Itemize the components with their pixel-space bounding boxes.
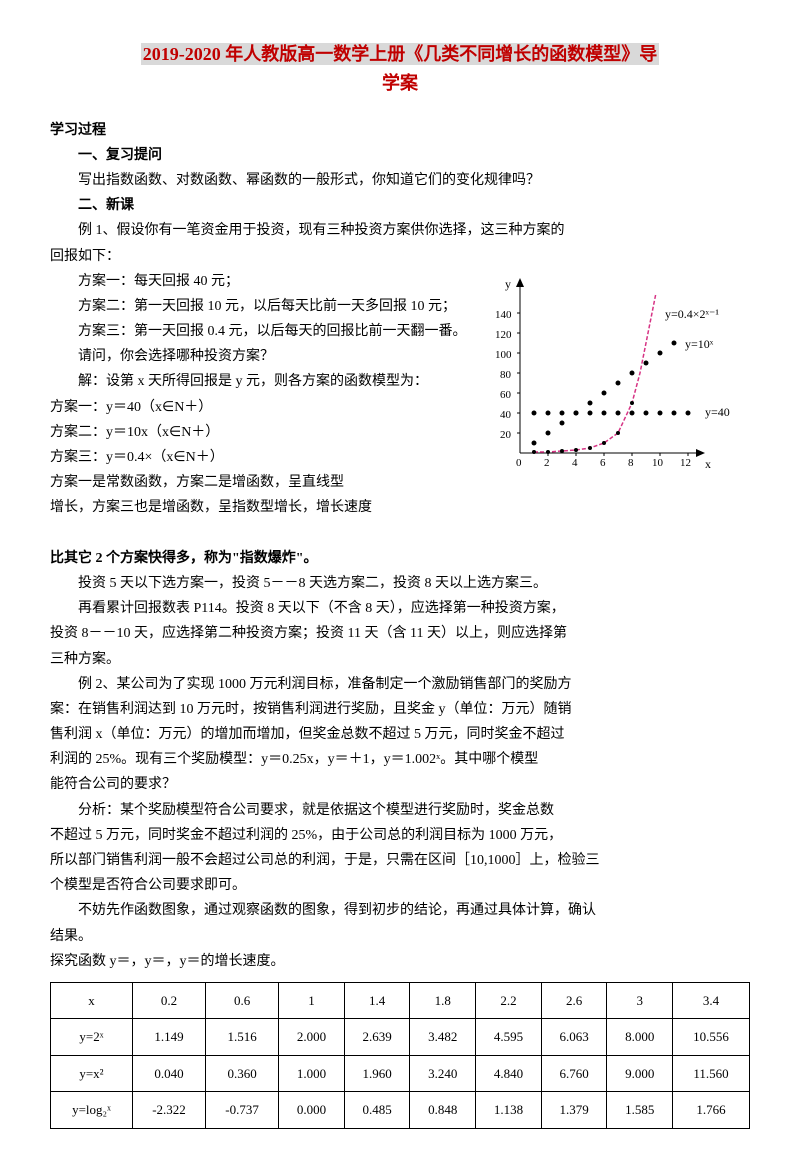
table-header-row: x 0.2 0.6 1 1.4 1.8 2.2 2.6 3 3.4 [51,982,750,1018]
cell: 1.960 [344,1055,410,1091]
section-review: 一、复习提问 [50,143,750,168]
x-axis-label: x [705,457,711,471]
th: 1.4 [344,982,410,1018]
ana4: 个模型是否符合公司要求即可。 [50,873,750,898]
ex2c: 售利润 x（单位：万元）的增加而增加，但奖金总数不超过 5 万元，同时奖金不超过 [50,722,750,747]
th: x [51,982,133,1018]
explore: 探究函数 y＝，y＝，y＝的增长速度。 [50,949,750,974]
cell: 3.240 [410,1055,476,1091]
svg-text:0: 0 [516,457,522,469]
cell: 4.840 [476,1055,542,1091]
review-text: 写出指数函数、对数函数、幂函数的一般形式，你知道它们的变化规律吗？ [50,168,750,193]
row-label: y=log₂ˣ [51,1092,133,1128]
svg-text:60: 60 [500,389,512,401]
ana5: 不妨先作函数图象，通过观察函数的图象，得到初步的结论，再通过具体计算，确认 [50,898,750,923]
th: 0.6 [206,982,279,1018]
th: 1.8 [410,982,476,1018]
cell: 9.000 [607,1055,673,1091]
cell: 3.482 [410,1019,476,1055]
svg-text:12: 12 [680,457,691,469]
para2d: 三种方案。 [50,647,750,672]
section-new: 二、新课 [50,193,750,218]
ana2: 不超过 5 万元，同时奖金不超过利润的 25%，由于公司总的利润目标为 1000… [50,823,750,848]
svg-text:80: 80 [500,369,512,381]
row-label: y=2ˣ [51,1019,133,1055]
title-line1: 2019-2020 年人教版高一数学上册《几类不同增长的函数模型》导 [141,43,660,65]
ex2e: 能符合公司的要求？ [50,772,750,797]
th: 3 [607,982,673,1018]
cell: 0.360 [206,1055,279,1091]
cell: 6.760 [541,1055,607,1091]
cell: 0.040 [132,1055,205,1091]
growth-table: x 0.2 0.6 1 1.4 1.8 2.2 2.6 3 3.4 y=2ˣ 1… [50,982,750,1129]
table-row: y=2ˣ 1.149 1.516 2.000 2.639 3.482 4.595… [51,1019,750,1055]
th: 1 [279,982,345,1018]
ana1: 分析：某个奖励模型符合公司要求，就是依据这个模型进行奖励时，奖金总数 [50,798,750,823]
para2a: 投资 5 天以下选方案一，投资 5－－8 天选方案二，投资 8 天以上选方案三。 [50,571,750,596]
cell: 1.138 [476,1092,542,1128]
cell: 0.485 [344,1092,410,1128]
svg-text:140: 140 [495,309,512,321]
svg-text:6: 6 [600,457,606,469]
curve3-label: y=40 [705,405,730,419]
table-row: y=x² 0.040 0.360 1.000 1.960 3.240 4.840… [51,1055,750,1091]
svg-text:40: 40 [500,409,512,421]
cell: -0.737 [206,1092,279,1128]
cell: 10.556 [673,1019,750,1055]
ex1-intro: 例 1、假设你有一笔资金用于投资，现有三种投资方案供你选择，这三种方案的 [50,218,750,243]
analysis2: 增长，方案三也是增函数，呈指数型增长，增长速度 [50,495,750,520]
svg-text:2: 2 [544,457,550,469]
ex1-intro2: 回报如下： [50,244,750,269]
cell: 2.000 [279,1019,345,1055]
ex2d: 利润的 25%。现有三个奖励模型：y＝0.25x，y＝＋1，y＝1.002ˣ。其… [50,747,750,772]
ex2a: 例 2、某公司为了实现 1000 万元利润目标，准备制定一个激励销售部门的奖励方 [50,672,750,697]
cell: 11.560 [673,1055,750,1091]
curve1-label: y=0.4×2ˣ⁻¹ [665,307,719,321]
document-title: 2019-2020 年人教版高一数学上册《几类不同增长的函数模型》导 学案 [50,40,750,98]
y-axis-label: y [505,277,511,291]
ana3: 所以部门销售利润一般不会超过公司总的利润，于是，只需在区间［10,1000］上，… [50,848,750,873]
cell: 1.516 [206,1019,279,1055]
ex2b: 案：在销售利润达到 10 万元时，按销售利润进行奖励，且奖金 y（单位：万元）随… [50,697,750,722]
cell: 4.595 [476,1019,542,1055]
th: 2.2 [476,982,542,1018]
svg-text:4: 4 [572,457,578,469]
th: 0.2 [132,982,205,1018]
section-process: 学习过程 [50,118,750,143]
svg-text:100: 100 [495,349,512,361]
para2b: 再看累计回报数表 P114。投资 8 天以下（不含 8 天），应选择第一种投资方… [50,596,750,621]
cell: 1.379 [541,1092,607,1128]
cell: 1.000 [279,1055,345,1091]
svg-text:10: 10 [652,457,664,469]
cell: 1.149 [132,1019,205,1055]
th: 2.6 [541,982,607,1018]
th: 3.4 [673,982,750,1018]
cell: 0.848 [410,1092,476,1128]
row-label: y=x² [51,1055,133,1091]
cell: 1.766 [673,1092,750,1128]
cell: 1.585 [607,1092,673,1128]
growth-chart: 20 40 60 80 100 120 140 0 2 4 6 8 10 12 … [490,273,750,483]
cell: 6.063 [541,1019,607,1055]
chart-svg: 20 40 60 80 100 120 140 0 2 4 6 8 10 12 … [490,273,750,483]
svg-text:20: 20 [500,429,512,441]
svg-text:120: 120 [495,329,512,341]
svg-text:8: 8 [628,457,634,469]
para2c: 投资 8－－10 天，应选择第二种投资方案；投资 11 天（含 11 天）以上，… [50,621,750,646]
cell: 2.639 [344,1019,410,1055]
cell: -2.322 [132,1092,205,1128]
content: 学习过程 一、复习提问 写出指数函数、对数函数、幂函数的一般形式，你知道它们的变… [50,118,750,1129]
title-line2: 学案 [382,73,418,93]
curve2-label: y=10ˣ [685,337,714,351]
cell: 0.000 [279,1092,345,1128]
bold-conclusion: 比其它 2 个方案快得多，称为"指数爆炸"。 [50,546,750,571]
table-row: y=log₂ˣ -2.322 -0.737 0.000 0.485 0.848 … [51,1092,750,1128]
cell: 8.000 [607,1019,673,1055]
ana6: 结果。 [50,924,750,949]
